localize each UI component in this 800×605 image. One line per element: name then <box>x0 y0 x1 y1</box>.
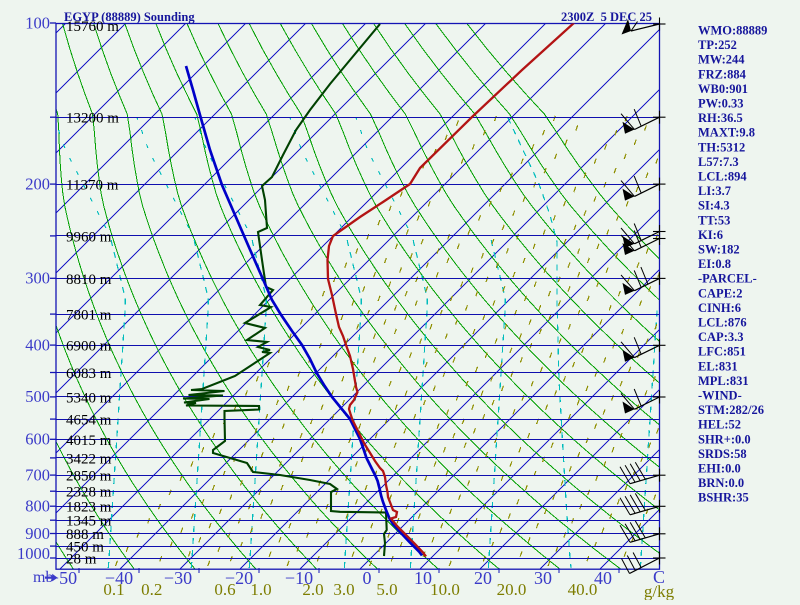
svg-text:2328 m: 2328 m <box>66 485 112 501</box>
svg-text:10: 10 <box>414 568 432 588</box>
svg-text:700: 700 <box>25 465 50 484</box>
svg-text:FRZ:884: FRZ:884 <box>698 67 747 81</box>
svg-text:SI:4.3: SI:4.3 <box>698 199 730 213</box>
svg-text:6900 m: 6900 m <box>66 339 112 355</box>
svg-text:3422 m: 3422 m <box>66 451 112 467</box>
svg-text:BRN:0.0: BRN:0.0 <box>698 476 744 490</box>
svg-text:888 m: 888 m <box>66 527 104 543</box>
svg-text:TP:252: TP:252 <box>698 38 737 52</box>
svg-text:0.6: 0.6 <box>214 580 235 599</box>
svg-text:−40: −40 <box>105 568 133 588</box>
svg-text:1823 m: 1823 m <box>66 500 112 516</box>
svg-text:30: 30 <box>534 568 552 588</box>
svg-text:2850 m: 2850 m <box>66 469 112 485</box>
svg-text:2.0: 2.0 <box>302 580 323 599</box>
svg-text:WB0:901: WB0:901 <box>698 82 748 96</box>
svg-text:MAXT:9.8: MAXT:9.8 <box>698 126 755 140</box>
svg-text:800: 800 <box>25 497 50 516</box>
svg-text:SHR+:0.0: SHR+:0.0 <box>698 432 751 446</box>
svg-text:7801 m: 7801 m <box>66 308 112 324</box>
svg-text:6083 m: 6083 m <box>66 366 112 382</box>
svg-text:200: 200 <box>25 174 50 193</box>
svg-text:450 m: 450 m <box>66 540 104 556</box>
svg-text:20.0: 20.0 <box>497 580 527 599</box>
svg-text:KI:6: KI:6 <box>698 228 723 242</box>
svg-text:MW:244: MW:244 <box>698 53 745 67</box>
svg-text:EL:831: EL:831 <box>698 359 738 373</box>
svg-text:40: 40 <box>594 568 612 588</box>
svg-text:C: C <box>653 567 665 587</box>
svg-text:300: 300 <box>25 269 50 288</box>
svg-text:EHI:0.0: EHI:0.0 <box>698 462 741 476</box>
svg-text:9960 m: 9960 m <box>66 229 112 245</box>
svg-text:0: 0 <box>363 568 372 588</box>
svg-text:1000: 1000 <box>17 544 50 563</box>
svg-text:4015 m: 4015 m <box>66 433 112 449</box>
svg-text:HEL:52: HEL:52 <box>698 418 741 432</box>
svg-text:LFC:851: LFC:851 <box>698 345 746 359</box>
svg-text:LI:3.7: LI:3.7 <box>698 184 731 198</box>
svg-text:10.0: 10.0 <box>430 580 460 599</box>
svg-text:11370 m: 11370 m <box>66 178 119 194</box>
svg-text:mb: mb <box>33 569 53 586</box>
svg-text:SRDS:58: SRDS:58 <box>698 447 747 461</box>
svg-text:40.0: 40.0 <box>568 580 598 599</box>
svg-text:5.0: 5.0 <box>376 580 397 599</box>
svg-text:1345 m: 1345 m <box>66 514 112 530</box>
svg-text:900: 900 <box>25 524 50 543</box>
svg-text:STM:282/26: STM:282/26 <box>698 403 764 417</box>
svg-text:EI:0.8: EI:0.8 <box>698 257 731 271</box>
svg-text:LCL:894: LCL:894 <box>698 170 747 184</box>
svg-text:−20: −20 <box>225 568 253 588</box>
svg-text:−50: −50 <box>49 568 77 588</box>
svg-text:WMO:88889: WMO:88889 <box>698 24 767 38</box>
svg-text:13200 m: 13200 m <box>66 111 119 127</box>
svg-text:MPL:831: MPL:831 <box>698 374 749 388</box>
svg-text:g/kg: g/kg <box>644 582 675 600</box>
svg-text:LCL:876: LCL:876 <box>698 316 747 330</box>
svg-text:SW:182: SW:182 <box>698 243 740 257</box>
svg-text:BSHR:35: BSHR:35 <box>698 491 749 505</box>
svg-text:100: 100 <box>25 13 50 32</box>
svg-text:0.1: 0.1 <box>103 580 124 599</box>
svg-text:15760 m: 15760 m <box>66 19 119 35</box>
svg-text:−10: −10 <box>285 568 313 588</box>
svg-text:5340 m: 5340 m <box>66 390 112 406</box>
svg-text:-WIND-: -WIND- <box>698 389 742 403</box>
svg-text:L57:7.3: L57:7.3 <box>698 155 739 169</box>
svg-text:2300Z 5 DEC 25: 2300Z 5 DEC 25 <box>561 10 652 24</box>
svg-text:4654 m: 4654 m <box>66 413 112 429</box>
svg-text:RH:36.5: RH:36.5 <box>698 111 743 125</box>
svg-text:600: 600 <box>25 430 50 449</box>
svg-text:CAP:3.3: CAP:3.3 <box>698 330 743 344</box>
svg-text:TT:53: TT:53 <box>698 213 730 227</box>
svg-text:−30: −30 <box>164 568 192 588</box>
svg-text:-PARCEL-: -PARCEL- <box>698 272 757 286</box>
svg-text:400: 400 <box>25 335 50 354</box>
svg-text:20: 20 <box>474 568 492 588</box>
svg-text:3.0: 3.0 <box>333 580 354 599</box>
svg-text:500: 500 <box>25 387 50 406</box>
svg-text:1.0: 1.0 <box>250 580 271 599</box>
svg-text:0.2: 0.2 <box>141 580 162 599</box>
svg-text:8810 m: 8810 m <box>66 272 112 288</box>
svg-text:CINH:6: CINH:6 <box>698 301 741 315</box>
svg-text:CAPE:2: CAPE:2 <box>698 286 742 300</box>
svg-text:PW:0.33: PW:0.33 <box>698 97 743 111</box>
svg-text:EGYP (88889) Sounding: EGYP (88889) Sounding <box>64 10 195 24</box>
svg-text:TH:5312: TH:5312 <box>698 140 745 154</box>
svg-text:28 m: 28 m <box>66 552 97 568</box>
